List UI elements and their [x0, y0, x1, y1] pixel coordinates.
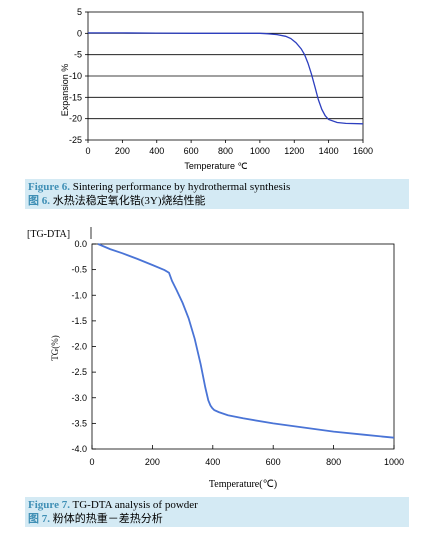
figure-6-title-en: Sintering performance by hydrothermal sy… — [69, 181, 291, 193]
tg-x-tick-label: 800 — [326, 457, 341, 467]
figure-6-label: Figure 6. — [28, 181, 70, 193]
tg-y-tick-label: -3.5 — [71, 418, 87, 428]
expansion-y-tick-label: -20 — [69, 114, 82, 124]
expansion-chart-gridlines — [88, 32, 363, 120]
expansion-y-tick-label: -10 — [69, 71, 82, 81]
expansion-y-tick-label: -25 — [69, 135, 82, 145]
tg-x-tick-label: 400 — [205, 457, 220, 467]
figure-6-title-cn: 水热法稳定氧化锆(3Y)烧结性能 — [50, 195, 206, 207]
expansion-chart: 50-5-10-15-20-250 200 400 600 800 1000 1200 140… — [60, 7, 373, 171]
expansion-x-tick-label: 1400 — [319, 146, 339, 156]
tg-y-tick-label: -2.0 — [71, 342, 87, 352]
tg-x-tick-label: 600 — [266, 457, 281, 467]
expansion-y-tick-label: 0 — [77, 28, 82, 38]
figure-7-title-cn: 粉体的热重－差热分析 — [50, 513, 163, 525]
expansion-x-tick-label: 200 — [115, 146, 130, 156]
expansion-x-tick-label: 600 — [184, 146, 199, 156]
expansion-y-axis-label: Expansion % — [60, 64, 70, 117]
expansion-x-tick-label: 1600 — [353, 146, 373, 156]
expansion-x-tick-label: 1200 — [284, 146, 304, 156]
expansion-y-tick-label: -15 — [69, 92, 82, 102]
tg-x-tick-label: 0 — [89, 457, 94, 467]
tg-dta-header: [TG-DTA] — [27, 229, 70, 240]
tg-y-tick-label: -1.5 — [71, 316, 87, 326]
tg-x-axis-label: Temperature(℃) — [209, 479, 277, 490]
expansion-x-tick-label: 0 — [85, 146, 90, 156]
tg-x-tick-label: 200 — [145, 457, 160, 467]
figure-6-label-cn: 图 6. — [28, 195, 50, 207]
expansion-x-tick-label: 1000 — [250, 146, 270, 156]
expansion-y-tick-label: 5 — [77, 7, 82, 17]
tg-x-tick-label: 1000 — [384, 457, 404, 467]
tg-dta-chart: [TG-DTA] 0.0 -0.5 -1.0 -1.5 -2.0 -2.5 -3.0 -3.5… — [27, 227, 404, 490]
figure-7-label-cn: 图 7. — [28, 513, 50, 525]
expansion-x-tick-label: 400 — [149, 146, 164, 156]
expansion-x-tick-label: 800 — [218, 146, 233, 156]
expansion-x-axis-label: Temperature ℃ — [184, 161, 247, 171]
figure-7-title-en: TG-DTA analysis of powder — [69, 499, 198, 511]
figure-6-caption: Figure 6. Sintering performance by hydro… — [25, 179, 409, 209]
tg-y-axis-label: TG(%) — [50, 335, 60, 361]
tg-y-tick-label: -3.0 — [71, 393, 87, 403]
tg-y-tick-label: -0.5 — [71, 265, 87, 275]
figure-7-label: Figure 7. — [28, 499, 70, 511]
expansion-series-line — [88, 32, 364, 125]
figure-7-caption: Figure 7. TG-DTA analysis of powder 图 7.… — [25, 497, 409, 527]
tg-series-line — [97, 243, 395, 439]
tg-y-tick-label: -4.0 — [71, 444, 87, 454]
tg-y-tick-label: -1.0 — [71, 290, 87, 300]
tg-y-tick-label: -2.5 — [71, 367, 87, 377]
expansion-y-tick-label: -5 — [74, 50, 82, 60]
tg-y-tick-label: 0.0 — [74, 239, 87, 249]
